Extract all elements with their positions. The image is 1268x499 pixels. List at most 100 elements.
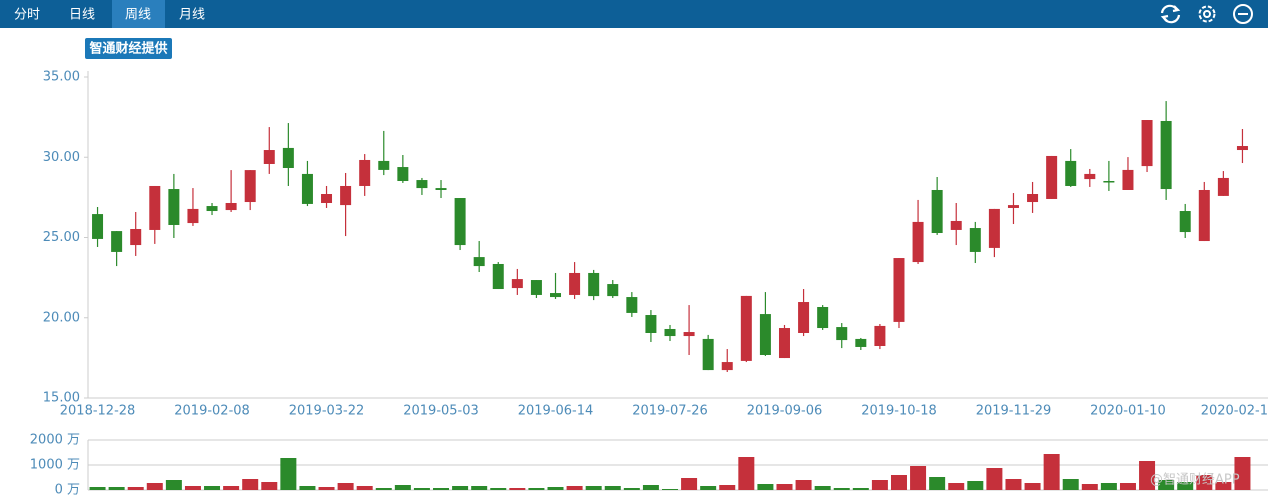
volume-bar	[662, 489, 678, 490]
candle-body	[263, 150, 275, 164]
candle-body	[893, 258, 905, 322]
volume-bar	[223, 486, 240, 490]
x-tick-label: 2020-01-10	[1090, 404, 1166, 419]
candle-body	[1027, 194, 1039, 203]
volume-bar	[910, 466, 927, 490]
tab-selected[interactable]: 周线	[125, 8, 151, 23]
volume-bar	[184, 486, 201, 490]
candle-body	[1065, 160, 1077, 186]
watermark: @智通财经APP	[1150, 473, 1240, 488]
volume-bar	[1100, 483, 1117, 490]
volume-bar	[337, 483, 354, 490]
volume-bar	[604, 486, 621, 490]
candle-body	[1084, 173, 1096, 180]
candle-body	[359, 159, 371, 186]
candle-body	[1160, 120, 1172, 190]
volume-bar	[719, 485, 736, 490]
volume-bar	[967, 481, 984, 490]
candle-body	[645, 315, 657, 333]
volume-bar	[948, 483, 965, 490]
candle-body	[244, 170, 256, 203]
candle-body	[397, 167, 409, 182]
volume-bar	[871, 480, 888, 490]
volume-bar	[890, 475, 907, 490]
candle-body	[1198, 189, 1210, 242]
x-tick-label: 2020-02-1	[1201, 404, 1268, 419]
volume-bar	[1005, 479, 1022, 490]
x-tick-label: 2019-02-08	[174, 404, 250, 419]
candle-body	[492, 263, 504, 290]
candle-body	[988, 208, 1000, 248]
candle-body	[92, 214, 104, 239]
y-tick-label: 20.00	[43, 310, 80, 325]
candle-body	[798, 302, 810, 333]
candle-body	[340, 185, 352, 206]
candle-body	[702, 338, 714, 371]
settings-icon[interactable]	[1198, 5, 1216, 23]
volume-bar	[833, 488, 850, 490]
candle-body	[1046, 155, 1058, 199]
volume-bar	[1234, 457, 1251, 490]
volume-bar	[528, 488, 545, 490]
candle-body	[836, 327, 848, 341]
volume-bar	[242, 479, 259, 490]
candle-body	[1179, 211, 1191, 233]
candle-body	[969, 228, 981, 252]
candle-body	[1236, 146, 1248, 151]
volume-bar	[1158, 480, 1175, 490]
candle-body	[1141, 120, 1153, 167]
y-tick-label: 25.00	[43, 230, 80, 245]
refresh-icon[interactable]	[1160, 4, 1181, 24]
candle-body	[1007, 205, 1019, 208]
volume-bar	[433, 488, 450, 490]
candle-body	[931, 189, 943, 234]
volume-bar	[471, 486, 488, 490]
volume-bar	[566, 486, 583, 490]
volume-bar	[795, 480, 812, 490]
volume-tick-label: 1000 万	[30, 458, 80, 473]
tab[interactable]: 分时	[14, 8, 40, 23]
volume-bar	[452, 486, 469, 490]
volume-bar	[1139, 461, 1156, 490]
volume-bar	[1119, 483, 1136, 490]
volume-bar	[394, 485, 411, 490]
volume-tick-label: 0 万	[55, 483, 80, 498]
candle-body	[683, 332, 695, 337]
volume-bar	[127, 487, 144, 490]
x-tick-label: 2019-05-03	[403, 404, 479, 419]
candle-body	[759, 314, 771, 355]
candle-body	[454, 198, 466, 246]
candle-body	[130, 228, 142, 246]
y-tick-label: 15.00	[43, 391, 80, 406]
candle-body	[187, 208, 199, 224]
y-tick-label: 30.00	[43, 150, 80, 165]
volume-bar	[929, 477, 946, 490]
candle-body	[378, 160, 390, 170]
volume-bar	[413, 488, 430, 490]
x-tick-label: 2019-07-26	[632, 404, 708, 419]
volume-bar	[776, 484, 793, 490]
x-tick-label: 2018-12-28	[60, 404, 136, 419]
candle-body	[111, 231, 123, 252]
volume-bar	[986, 468, 1003, 490]
tab[interactable]: 日线	[69, 8, 95, 23]
volume-bar	[1081, 484, 1098, 490]
candle-body	[1103, 181, 1115, 183]
candle-body	[626, 297, 638, 313]
candle-body	[301, 173, 313, 204]
volume-bar	[1177, 482, 1194, 490]
volume-bar	[89, 487, 106, 490]
volume-bar	[108, 487, 125, 490]
volume-bar	[146, 483, 163, 490]
volume-bar	[1196, 475, 1213, 490]
tab[interactable]: 月线	[179, 8, 205, 23]
volume-bar	[375, 488, 392, 490]
volume-bar	[490, 488, 507, 490]
x-tick-label: 2019-03-22	[289, 404, 365, 419]
collapse-icon[interactable]	[1233, 4, 1253, 24]
candle-body	[607, 284, 619, 297]
candle-body	[206, 206, 218, 212]
volume-bar	[642, 485, 659, 490]
volume-bar	[1062, 479, 1079, 490]
